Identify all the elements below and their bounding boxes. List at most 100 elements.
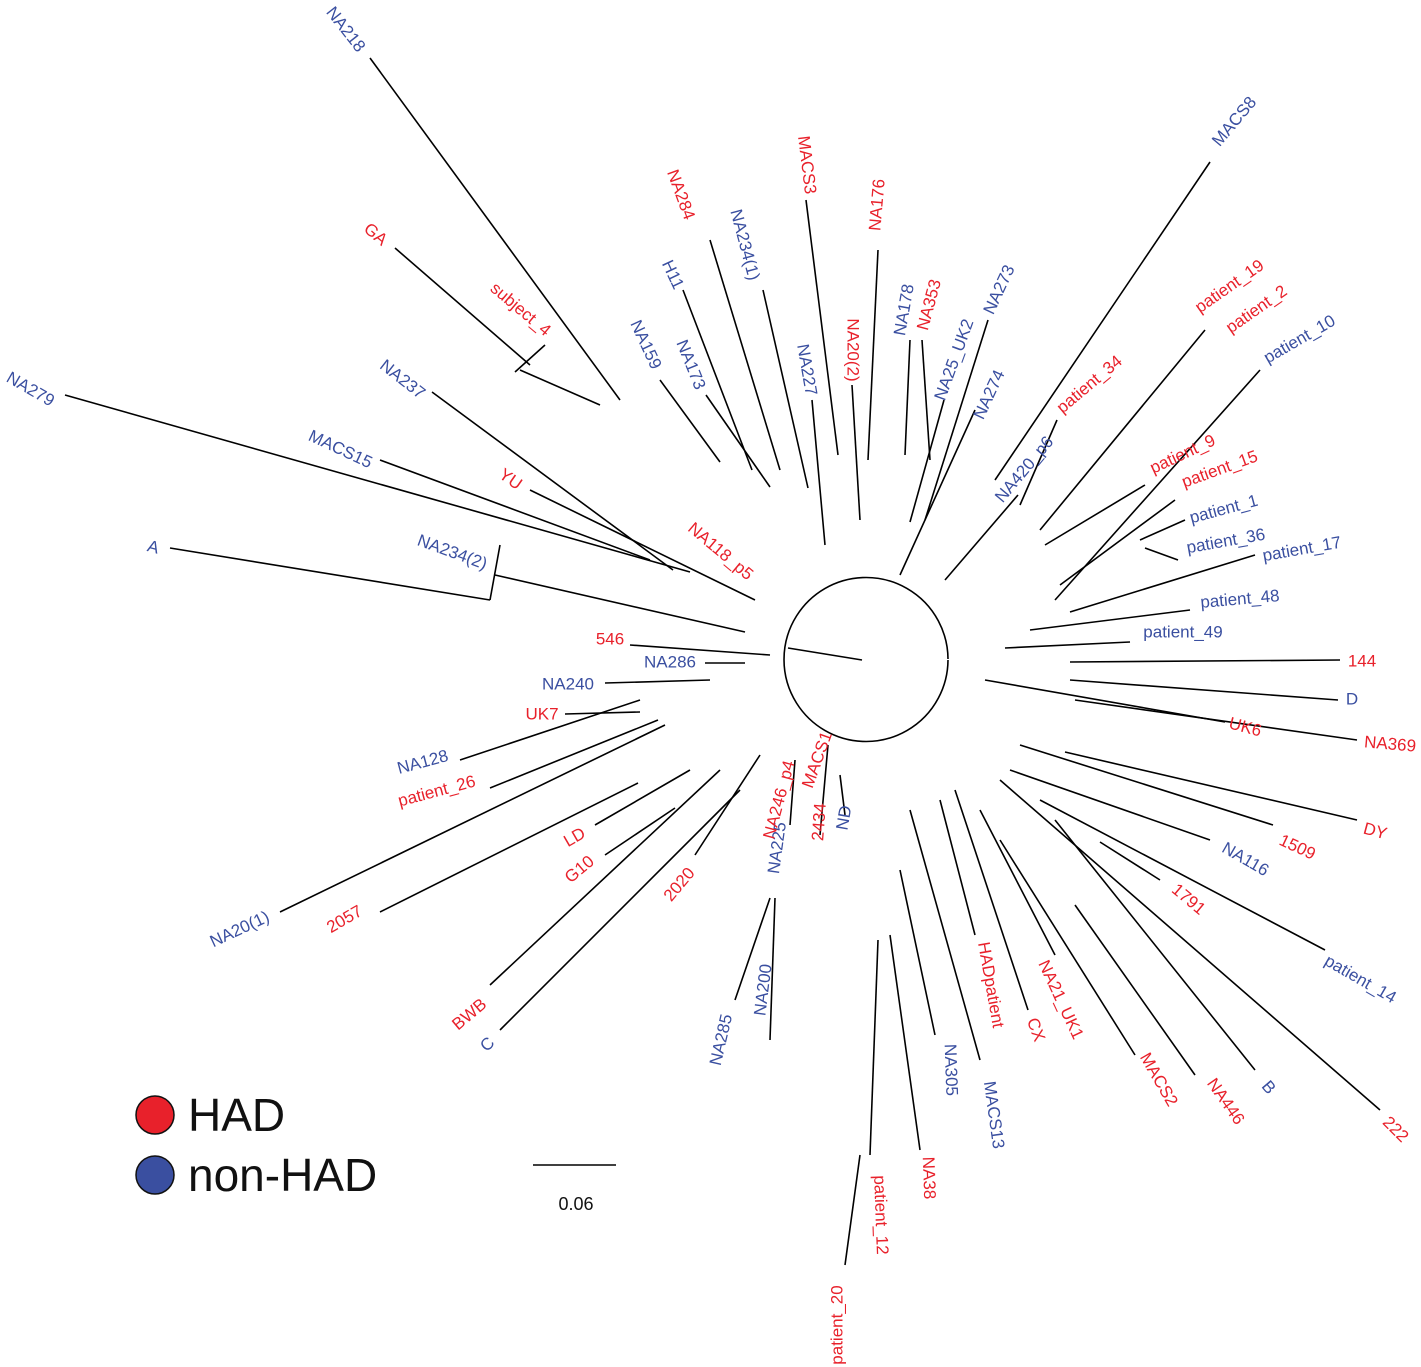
branch-na21-uk1	[979, 809, 1056, 956]
tip-label: NA305	[941, 1044, 962, 1097]
tip-label: 546	[596, 629, 624, 648]
tip-label: MACS2	[1136, 1049, 1182, 1109]
branch-cx	[954, 789, 1029, 1011]
branch-na305	[899, 869, 936, 1036]
tip-label: NA353	[913, 277, 945, 332]
tip-label: NA176	[865, 178, 888, 231]
tip-label: patient_48	[1200, 586, 1281, 612]
tip-label: NA279	[3, 368, 58, 410]
tip-label: NA369	[1363, 732, 1416, 755]
legend-swatch	[135, 1095, 175, 1135]
tip-label: NA273	[979, 262, 1018, 317]
tip-label: NA237	[376, 356, 429, 403]
tip-label: DY	[1361, 819, 1389, 843]
tip-label: 2057	[323, 901, 365, 936]
tip-label: GA	[360, 219, 392, 250]
branch-subject-4	[514, 344, 546, 373]
branch-na420-p6	[944, 494, 1019, 581]
branch-na20-1	[279, 724, 666, 913]
tip-label: 222	[1379, 1113, 1412, 1146]
root-branch	[787, 647, 863, 661]
branch-patient-10	[1054, 369, 1261, 601]
tip-label: 2434	[808, 802, 830, 841]
branch-1791	[1099, 841, 1161, 881]
tip-label: patient_20	[827, 1285, 846, 1364]
branch-a-group	[494, 574, 746, 633]
tip-label: NA20(1)	[207, 907, 272, 951]
tip-label: HADpatient	[974, 940, 1008, 1029]
tree-branches	[64, 57, 1381, 1266]
tip-label: NA284	[663, 167, 699, 222]
legend-label: non-HAD	[188, 1149, 377, 1201]
tip-label: NA446	[1203, 1075, 1248, 1128]
tip-label: patient_1	[1187, 491, 1259, 527]
tip-label: NA285	[706, 1012, 736, 1067]
tip-label: 1509	[1276, 830, 1318, 863]
branch-na240	[604, 679, 711, 684]
tip-label: patient_14	[1321, 951, 1399, 1007]
tip-label: B	[1258, 1077, 1280, 1098]
branch-na274	[899, 409, 976, 576]
branch-patient-34	[1019, 419, 1058, 506]
branch-1509	[1019, 744, 1274, 826]
branch-g10	[604, 807, 676, 856]
branch-na446	[1074, 904, 1196, 1076]
branch-dy	[1064, 751, 1358, 821]
scale-bar: 0.06	[533, 1164, 616, 1214]
tip-label: NA274	[969, 367, 1008, 422]
branch-h11	[682, 289, 753, 471]
branch-222	[999, 779, 1381, 1111]
tip-label: ND	[833, 804, 856, 831]
tip-label: D	[1346, 689, 1358, 708]
branch-na285	[734, 897, 771, 1001]
branch-macs2	[999, 839, 1136, 1056]
branch-na234-2	[489, 544, 501, 601]
branch-na227	[811, 399, 826, 546]
legend: HAD non-HAD	[135, 1089, 377, 1201]
branch-na200	[769, 897, 776, 1041]
branch-na116	[1009, 769, 1211, 841]
branch-na176	[867, 249, 879, 461]
inner-ring	[783, 576, 949, 743]
tip-label: NA234(2)	[415, 531, 490, 574]
tip-label: NA178	[890, 283, 918, 337]
tip-label: NA240	[542, 674, 594, 693]
branch-patient-20	[844, 1154, 861, 1266]
tip-label: 2020	[660, 864, 699, 905]
branch-patient-15	[1059, 499, 1176, 586]
tip-label: NA227	[793, 343, 821, 397]
branch-na273	[924, 319, 989, 521]
branch-patient-19-2	[1039, 329, 1206, 531]
branch-na128	[459, 699, 641, 761]
branch-na237	[431, 391, 674, 571]
branch-2057	[379, 782, 639, 913]
tip-label: UK6	[1227, 714, 1264, 741]
branch-na178	[904, 339, 911, 456]
tip-label: C	[476, 1033, 498, 1055]
branch-na173	[705, 394, 771, 488]
tip-label: NA286	[644, 652, 696, 671]
branch-ga	[394, 247, 531, 366]
branch-na20-2	[851, 384, 861, 521]
branch-uk6	[984, 679, 1226, 723]
tip-label: YU	[495, 465, 525, 494]
branch-bwb	[489, 769, 721, 986]
tip-label: BWB	[448, 994, 490, 1033]
legend-label: HAD	[188, 1089, 285, 1141]
tip-label: A	[145, 536, 162, 557]
branch-na353	[921, 339, 931, 461]
branch-patient-36	[1144, 547, 1179, 561]
scale-bar-label: 0.06	[558, 1194, 593, 1214]
tip-label: NA159	[626, 317, 665, 372]
tip-label: 144	[1348, 651, 1376, 670]
tip-label: patient_26	[396, 772, 478, 811]
branch-2434	[819, 744, 829, 836]
tip-label: NA25_UK2	[931, 316, 978, 402]
branch-ld	[594, 769, 691, 826]
tip-label: MACS1	[798, 729, 836, 791]
tip-label: patient_34	[1053, 351, 1126, 417]
tip-label: patient_17	[1261, 533, 1342, 566]
branch-na38	[889, 934, 921, 1151]
branch-macs15	[379, 459, 651, 561]
